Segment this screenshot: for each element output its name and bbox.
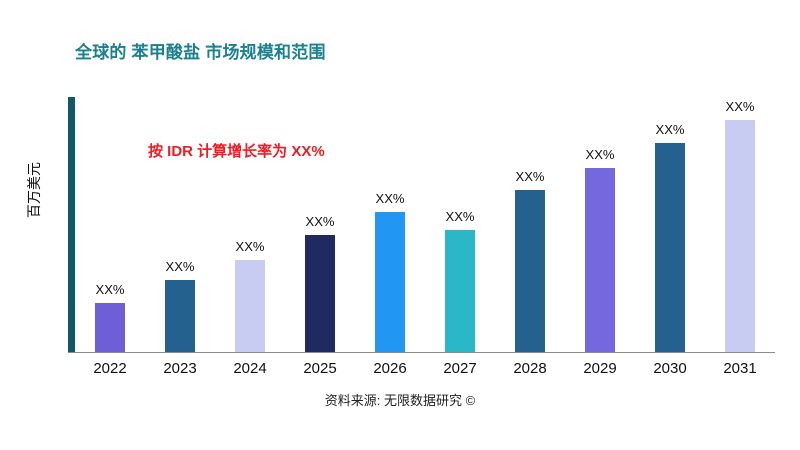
- bar: [445, 230, 475, 352]
- bar-group: XX%: [75, 97, 145, 352]
- bar: [515, 190, 545, 352]
- bar: [165, 280, 195, 352]
- x-axis-ticks: 2022 2023 2024 2025 2026 2027 2028 2029 2030 2031: [75, 360, 775, 377]
- x-tick-label: 2031: [723, 360, 757, 377]
- bar: [375, 212, 405, 352]
- bar-value-label: XX%: [305, 214, 335, 229]
- bar-group: XX%: [565, 97, 635, 352]
- bar-group: XX%: [215, 97, 285, 352]
- bar-group: XX%: [635, 97, 705, 352]
- x-tick-label: 2028: [513, 360, 547, 377]
- x-tick-label: 2026: [373, 360, 407, 377]
- bars: XX% XX% XX% XX% XX% XX% XX% XX% XX% XX%: [75, 97, 775, 352]
- bar: [725, 120, 755, 352]
- y-axis-label: 百万美元: [26, 162, 42, 218]
- bar-value-label: XX%: [515, 169, 545, 184]
- x-tick-label: 2025: [303, 360, 337, 377]
- bar-value-label: XX%: [375, 191, 405, 206]
- bar: [585, 168, 615, 352]
- bar-group: XX%: [425, 97, 495, 352]
- source-text: 资料来源: 无限数据研究 ©: [324, 393, 476, 408]
- bar: [235, 260, 265, 352]
- bar: [95, 303, 125, 352]
- bar-value-label: XX%: [165, 259, 195, 274]
- bar-group: XX%: [355, 97, 425, 352]
- bar-group: XX%: [285, 97, 355, 352]
- x-tick-label: 2024: [233, 360, 267, 377]
- growth-rate-annotation: 按 IDR 计算增长率为 XX%: [148, 143, 325, 160]
- bar-value-label: XX%: [655, 122, 685, 137]
- bar-value-label: XX%: [235, 239, 265, 254]
- x-tick-label: 2029: [583, 360, 617, 377]
- bar-group: XX%: [495, 97, 565, 352]
- x-tick-label: 2027: [443, 360, 477, 377]
- bar-value-label: XX%: [725, 99, 755, 114]
- x-tick-label: 2023: [163, 360, 197, 377]
- chart-title: 全球的 苯甲酸盐 市场规模和范围: [75, 43, 326, 62]
- bar-value-label: XX%: [585, 147, 615, 162]
- bar-value-label: XX%: [95, 282, 125, 297]
- bar-value-label: XX%: [445, 209, 475, 224]
- x-tick-label: 2022: [93, 360, 127, 377]
- x-tick-label: 2030: [653, 360, 687, 377]
- bar: [305, 235, 335, 352]
- y-axis-line: [68, 97, 75, 352]
- bar-group: XX%: [705, 97, 775, 352]
- bar: [655, 143, 685, 352]
- plot-area: XX% XX% XX% XX% XX% XX% XX% XX% XX% XX%: [68, 97, 775, 353]
- bar-group: XX%: [145, 97, 215, 352]
